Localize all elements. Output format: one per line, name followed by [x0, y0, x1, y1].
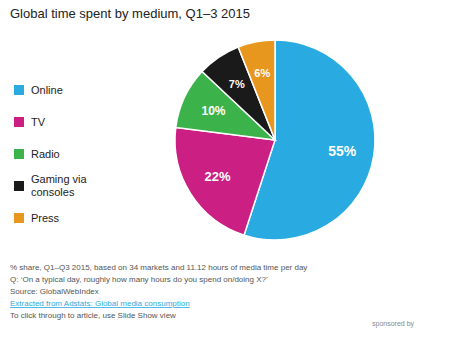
- footnotes: % share, Q1–Q3 2015, based on 34 markets…: [10, 263, 415, 328]
- legend-label: Online: [31, 84, 63, 96]
- sponsor-note: sponsored by: [372, 320, 415, 328]
- legend-label: Gaming viaconsoles: [31, 173, 88, 198]
- legend-label-line: Gaming via: [31, 173, 88, 185]
- footnote: Q: ‘On a typical day, roughly how many h…: [10, 275, 268, 284]
- legend-swatch: [14, 149, 24, 159]
- data-label: 6%: [254, 67, 270, 79]
- legend-swatch: [14, 181, 24, 191]
- data-labels: 55% 22% 10% 7% 6%: [201, 67, 356, 184]
- legend-label-line: Online: [31, 84, 63, 96]
- legend: Online TV Radio Gaming viaconsoles Press: [14, 84, 88, 224]
- chart: Global time spent by medium, Q1–3 2015 55…: [0, 0, 450, 338]
- legend-label: Press: [31, 212, 60, 224]
- legend-swatch: [14, 85, 24, 95]
- data-label: 7%: [229, 78, 245, 90]
- legend-label-line: TV: [31, 116, 46, 128]
- data-label: 55%: [328, 143, 357, 159]
- legend-swatch: [14, 213, 24, 223]
- data-label: 10%: [201, 104, 225, 118]
- pie: [175, 40, 375, 240]
- data-label: 22%: [205, 169, 231, 184]
- footnote: % share, Q1–Q3 2015, based on 34 markets…: [10, 263, 307, 272]
- slice: [175, 127, 275, 235]
- footnote: To click through to article, use Slide S…: [10, 311, 176, 320]
- legend-label-line: Press: [31, 212, 60, 224]
- legend-label-line: Radio: [31, 148, 60, 160]
- title: Global time spent by medium, Q1–3 2015: [10, 6, 250, 21]
- footnote: Extracted from Adstats: Global media con…: [10, 299, 190, 308]
- legend-swatch: [14, 117, 24, 127]
- footnote: Source: GlobalWebIndex: [10, 287, 99, 296]
- legend-label: TV: [31, 116, 46, 128]
- slice: [238, 40, 275, 140]
- legend-label-line: consoles: [31, 186, 75, 198]
- legend-label: Radio: [31, 148, 60, 160]
